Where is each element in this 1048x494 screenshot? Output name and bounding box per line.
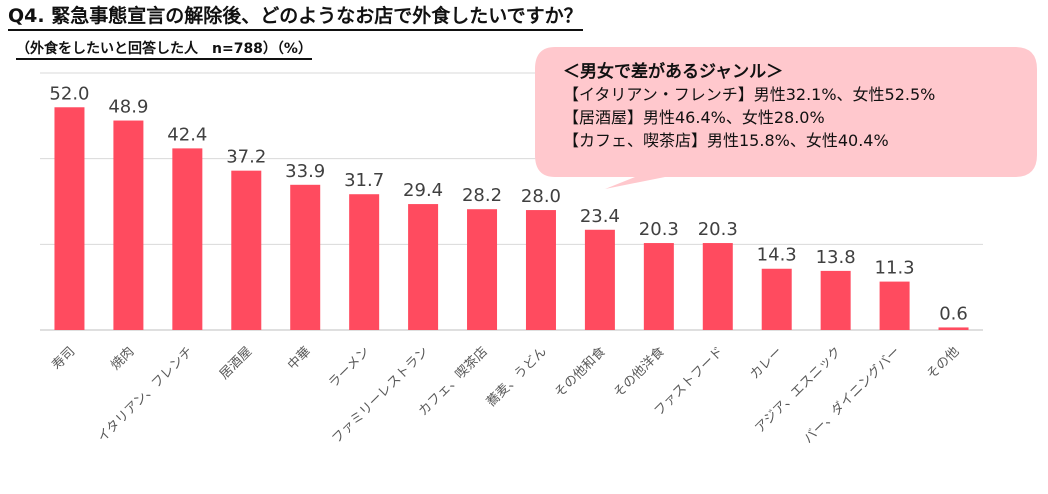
- bar-13: [820, 270, 851, 330]
- category-label-9: その他和食: [551, 344, 608, 401]
- bar-2: [172, 148, 203, 330]
- data-label-1: 48.9: [108, 97, 148, 118]
- bar-15: [938, 327, 969, 330]
- data-label-9: 23.4: [580, 206, 620, 227]
- data-label-3: 37.2: [226, 147, 266, 168]
- data-label-6: 29.4: [403, 180, 443, 201]
- callout-line-cafe: 【カフェ、喫茶店】男性15.8%、女性40.4%: [563, 131, 889, 150]
- callout-heading: ＜男女で差があるジャンル＞: [563, 62, 784, 82]
- category-label-15: その他: [924, 344, 962, 382]
- category-label-10: その他洋食: [610, 344, 667, 401]
- category-label-8: 蕎麦、うどん: [484, 344, 550, 410]
- data-label-12: 14.3: [757, 245, 797, 266]
- callout-box: ＜男女で差があるジャンル＞ 【イタリアン・フレンチ】男性32.1%、女性52.5…: [535, 47, 1037, 189]
- bar-8: [525, 210, 556, 330]
- chart-title: Q4. 緊急事態宣言の解除後、どのようなお店で外食したいですか？: [8, 4, 583, 31]
- chart-subtitle: （外食をしたいと回答した人 n=788）（%）: [16, 40, 312, 60]
- category-label-14: バー、ダイニングバー: [801, 344, 903, 446]
- data-label-15: 0.6: [939, 303, 968, 324]
- bar-5: [349, 194, 380, 330]
- bar-1: [113, 120, 144, 330]
- category-label-12: カレー: [747, 344, 785, 382]
- data-label-0: 52.0: [49, 83, 89, 104]
- callout-bubble: [535, 47, 1037, 189]
- category-label-3: 居酒屋: [217, 344, 255, 382]
- data-label-4: 33.9: [285, 161, 325, 182]
- bar-11: [702, 243, 733, 330]
- data-label-5: 31.7: [344, 170, 384, 191]
- callout-line-italian-french: 【イタリアン・フレンチ】男性32.1%、女性52.5%: [563, 85, 936, 104]
- category-label-0: 寿司: [49, 344, 78, 373]
- bar-10: [643, 243, 674, 330]
- data-label-2: 42.4: [167, 124, 207, 145]
- data-label-8: 28.0: [521, 186, 561, 207]
- data-label-14: 11.3: [875, 258, 915, 279]
- bar-4: [290, 184, 321, 330]
- category-label-6: ファミリーレストラン: [329, 344, 432, 447]
- bar-0: [54, 107, 85, 331]
- bar-3: [231, 170, 262, 330]
- bar-9: [584, 229, 615, 330]
- callout-text: ＜男女で差があるジャンル＞ 【イタリアン・フレンチ】男性32.1%、女性52.5…: [563, 61, 1033, 152]
- category-label-1: 焼肉: [108, 344, 137, 373]
- bar-6: [408, 204, 439, 330]
- data-label-10: 20.3: [639, 219, 679, 240]
- data-label-7: 28.2: [462, 185, 502, 206]
- category-label-4: 中華: [285, 344, 314, 373]
- data-label-13: 13.8: [816, 247, 856, 268]
- callout-bubble-shape: [535, 47, 1037, 189]
- bar-12: [761, 268, 792, 330]
- bar-7: [467, 209, 498, 330]
- callout-line-izakaya: 【居酒屋】男性46.4%、女性28.0%: [563, 108, 825, 127]
- bar-14: [879, 281, 910, 330]
- category-label-5: ラーメン: [326, 344, 373, 391]
- data-label-11: 20.3: [698, 219, 738, 240]
